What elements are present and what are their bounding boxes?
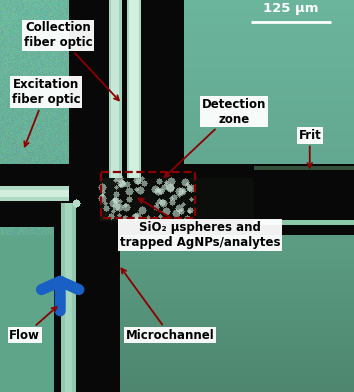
Text: Flow: Flow — [9, 307, 57, 342]
Text: Microchannel: Microchannel — [121, 269, 214, 342]
Text: Excitation
fiber optic: Excitation fiber optic — [12, 78, 80, 147]
Bar — [101, 172, 195, 218]
Text: Collection
fiber optic: Collection fiber optic — [24, 21, 119, 100]
Text: SiO₂ μspheres and
trapped AgNPs/analytes: SiO₂ μspheres and trapped AgNPs/analytes — [120, 198, 280, 249]
Text: Frit: Frit — [298, 129, 321, 168]
Text: 125 μm: 125 μm — [263, 2, 319, 15]
Text: Detection
zone: Detection zone — [165, 98, 266, 177]
